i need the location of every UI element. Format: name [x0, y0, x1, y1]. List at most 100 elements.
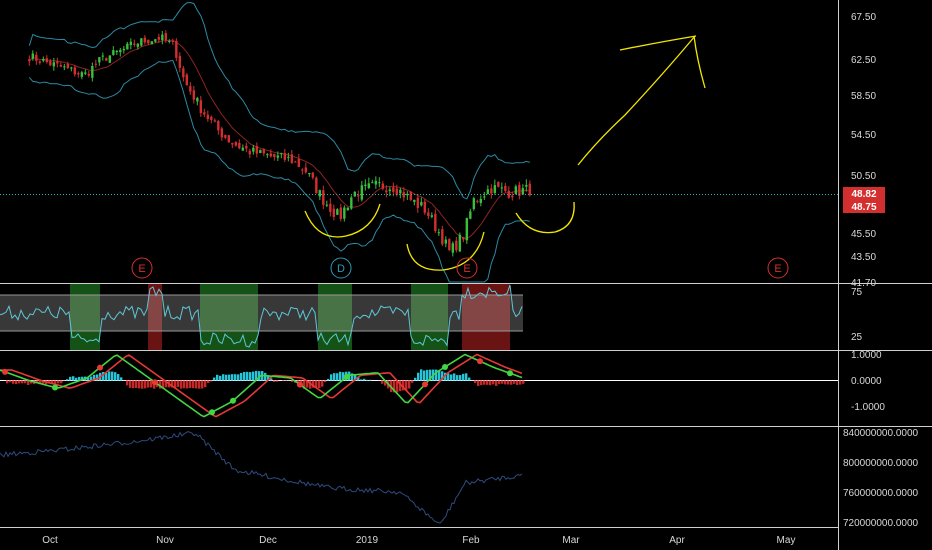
macd-bar: [522, 380, 525, 384]
candle: [329, 198, 332, 217]
macd-bar: [318, 380, 321, 388]
candle: [378, 177, 381, 188]
macd-bar: [456, 375, 459, 381]
candle: [458, 232, 462, 253]
price-tick: 50.50: [851, 171, 876, 182]
macd-bar: [237, 374, 240, 381]
event-marker[interactable]: E: [131, 257, 153, 279]
macd-bar: [207, 380, 210, 383]
candle: [28, 55, 31, 66]
macd-bar: [435, 369, 438, 381]
candle: [301, 168, 304, 175]
candle: [283, 148, 287, 163]
macd-bar: [174, 380, 177, 388]
macd-bar: [105, 372, 108, 381]
candle: [80, 70, 84, 80]
macd-bar: [258, 371, 261, 381]
macd-cross-dot: [507, 370, 513, 377]
macd-bar: [165, 380, 168, 388]
macd-bar: [516, 380, 519, 385]
candle: [357, 190, 360, 202]
candle: [451, 241, 455, 257]
macd-bar: [138, 380, 141, 389]
macd-bar: [321, 380, 324, 387]
macd-bar: [183, 380, 186, 389]
candle: [353, 191, 357, 197]
macd-bar: [177, 380, 180, 387]
macd-bar: [402, 380, 405, 391]
annotation-curve-1: [304, 203, 381, 238]
price-panel[interactable]: [0, 1, 838, 283]
macd-bar: [132, 380, 135, 389]
macd-bar: [252, 371, 255, 381]
event-marker[interactable]: E: [456, 257, 478, 279]
event-markers[interactable]: E D E E: [131, 257, 789, 279]
macd-bar: [117, 374, 120, 381]
candle: [259, 149, 262, 154]
macd-bar: [489, 380, 492, 386]
macd-bar: [225, 374, 228, 381]
macd-bar: [342, 372, 345, 381]
candle: [420, 197, 423, 207]
candle: [35, 51, 38, 65]
macd-cross-dot: [209, 409, 215, 416]
time-tick: 2019: [356, 535, 379, 546]
time-tick: Nov: [156, 535, 174, 546]
macd-cross-dot: [2, 368, 8, 375]
candle: [476, 199, 479, 204]
macd-cross-dot: [422, 381, 428, 388]
annotation-curve-3: [515, 201, 575, 234]
candlesticks: [28, 30, 532, 257]
candle: [168, 39, 171, 44]
macd-bar: [69, 376, 72, 381]
volume-panel[interactable]: 840000000.0000 800000000.0000 760000000.…: [0, 428, 919, 529]
time-axis: Oct Nov Dec 2019 Feb Mar Apr May: [42, 535, 795, 546]
candle: [164, 30, 168, 43]
macd-bar: [399, 380, 402, 392]
macd-panel[interactable]: 1.0000 0.0000 -1.0000: [0, 350, 885, 418]
macd-bar: [141, 380, 144, 389]
macd-bar: [513, 380, 516, 384]
candle: [444, 236, 448, 248]
candle: [371, 179, 374, 184]
event-marker[interactable]: D: [330, 257, 352, 279]
macd-bar: [462, 373, 465, 381]
macd-bar: [66, 379, 69, 381]
price-axis: 67.50 62.50 58.50 54.50 50.50 45.50 43.5…: [843, 12, 885, 289]
candle: [73, 64, 77, 77]
macd-tick: 1.0000: [851, 350, 882, 361]
annotation-arrow-shaft: [577, 35, 696, 166]
candle: [343, 205, 346, 222]
candle: [70, 66, 73, 72]
candle: [255, 142, 259, 158]
candle: [406, 191, 409, 200]
candle: [234, 141, 238, 147]
event-marker[interactable]: E: [767, 257, 789, 279]
candle: [252, 144, 255, 155]
candle: [231, 142, 234, 149]
candle: [203, 108, 206, 118]
candle: [276, 151, 280, 162]
macd-bar: [15, 380, 18, 385]
candle: [91, 62, 94, 82]
candle: [31, 50, 35, 61]
candle: [455, 237, 458, 253]
candle: [350, 195, 353, 210]
macd-bar: [429, 369, 432, 381]
macd-bar: [144, 380, 147, 389]
candle: [126, 41, 129, 50]
macd-bar: [9, 380, 12, 383]
macd-bar: [126, 380, 129, 386]
macd-bar: [96, 374, 99, 381]
candle: [49, 58, 52, 67]
time-tick: Oct: [42, 535, 58, 546]
candle: [140, 38, 143, 47]
price-tick: 62.50: [851, 55, 876, 66]
macd-bar: [102, 371, 105, 381]
macd-bar: [21, 380, 24, 384]
candle: [262, 148, 266, 157]
stochastic-rsi-panel[interactable]: 75 25: [0, 284, 863, 350]
macd-bar: [201, 380, 204, 389]
